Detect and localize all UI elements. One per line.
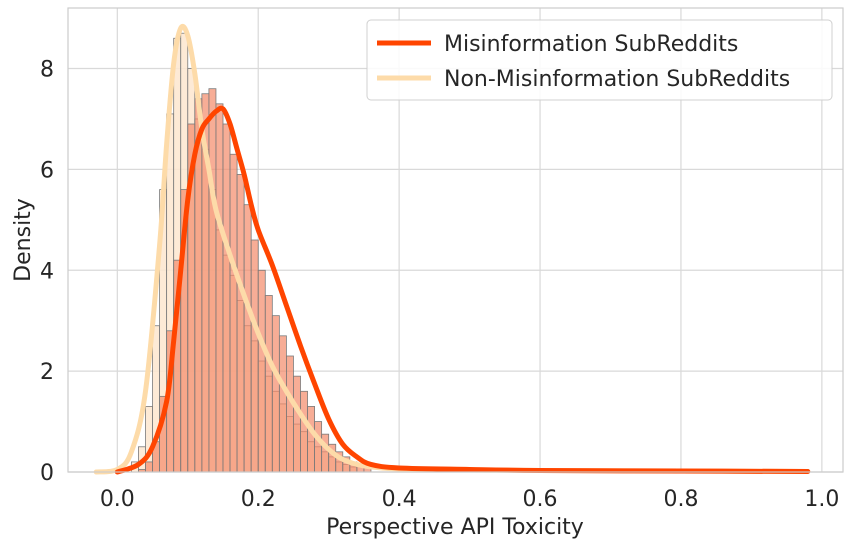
histogram-bar bbox=[208, 88, 217, 473]
histogram-bar bbox=[300, 390, 308, 473]
y-tick-label: 0 bbox=[40, 461, 54, 486]
y-tick-label: 8 bbox=[40, 58, 54, 83]
histogram-bar bbox=[314, 421, 323, 473]
histogram-bar bbox=[307, 406, 315, 473]
plot-frame bbox=[67, 7, 844, 473]
x-tick-label: 0.8 bbox=[663, 487, 698, 512]
histogram-bar bbox=[215, 103, 224, 473]
histogram-misinformation bbox=[138, 88, 372, 473]
histogram-bar bbox=[243, 204, 252, 473]
y-tick-label: 2 bbox=[40, 360, 54, 385]
histogram-bar bbox=[271, 315, 280, 473]
histogram-bar bbox=[250, 239, 259, 473]
kde-line-misinformation bbox=[114, 105, 811, 475]
x-tick-label: 1.0 bbox=[804, 487, 839, 512]
histogram-bar bbox=[286, 355, 294, 473]
histogram-bar bbox=[257, 269, 266, 473]
histogram-bars bbox=[131, 32, 372, 473]
y-tick-labels: 0 2 4 6 8 bbox=[40, 58, 54, 486]
kde-curves bbox=[93, 23, 811, 475]
histogram-bar bbox=[264, 295, 273, 473]
x-tick-label: 0.4 bbox=[382, 487, 417, 512]
histogram-bar bbox=[236, 174, 245, 473]
x-tick-label: 0.6 bbox=[523, 487, 558, 512]
y-tick-label: 6 bbox=[40, 158, 54, 183]
legend-label-misinformation: Misinformation SubReddits bbox=[444, 32, 738, 57]
x-tick-label: 0.2 bbox=[241, 487, 276, 512]
legend: Misinformation SubReddits Non-Misinforma… bbox=[366, 19, 833, 101]
histogram-bar bbox=[222, 123, 231, 473]
histogram-bar bbox=[229, 153, 238, 473]
histogram-bar bbox=[278, 335, 287, 473]
histogram-bar bbox=[145, 461, 153, 473]
x-axis-label: Perspective API Toxicity bbox=[326, 515, 584, 540]
y-axis-label: Density bbox=[11, 198, 36, 282]
x-tick-labels: 0.0 0.2 0.4 0.6 0.8 1.0 bbox=[100, 487, 840, 512]
legend-label-non-misinformation: Non-Misinformation SubReddits bbox=[444, 67, 790, 92]
legend-box bbox=[366, 19, 833, 101]
histogram-bar bbox=[293, 375, 301, 473]
y-tick-label: 4 bbox=[40, 259, 54, 284]
x-tick-label: 0.0 bbox=[100, 487, 135, 512]
